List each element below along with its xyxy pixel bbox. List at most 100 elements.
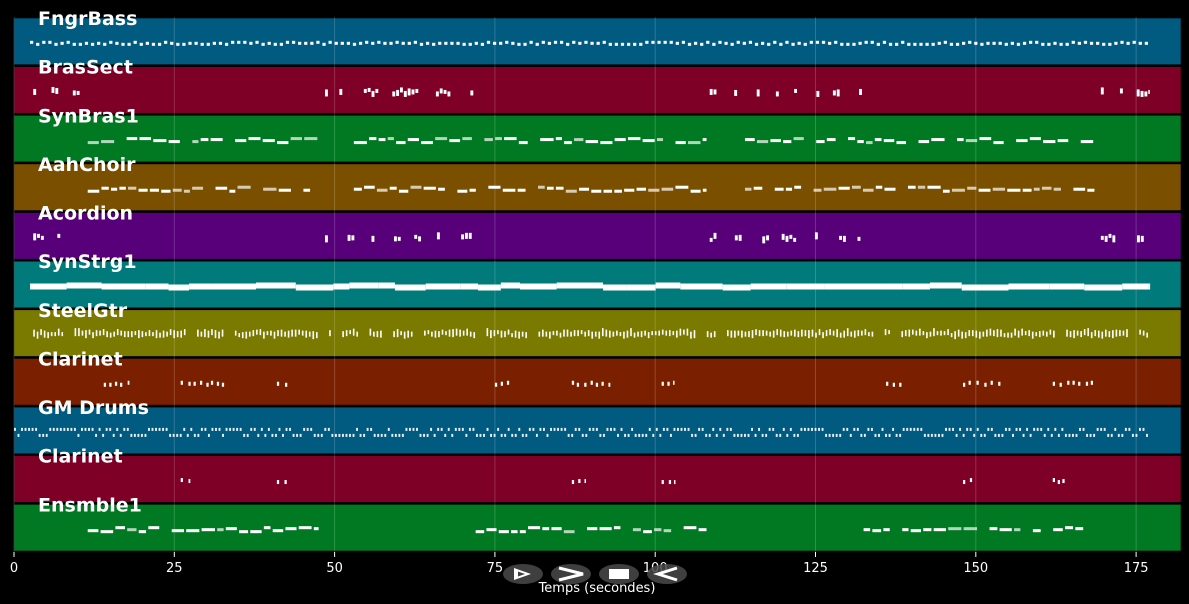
note <box>291 40 296 44</box>
note <box>462 137 472 141</box>
note <box>754 42 759 46</box>
note <box>490 433 493 437</box>
note <box>1119 330 1121 337</box>
note <box>378 282 395 289</box>
note <box>772 427 775 431</box>
note <box>744 433 746 437</box>
note <box>277 330 279 337</box>
note <box>54 332 56 337</box>
note <box>627 433 630 437</box>
note <box>441 329 444 335</box>
note <box>709 237 713 242</box>
note <box>190 427 193 431</box>
note <box>694 433 697 437</box>
stop-button[interactable] <box>599 564 639 584</box>
note <box>464 232 468 239</box>
note <box>237 185 251 189</box>
note <box>556 330 558 336</box>
note <box>706 331 709 338</box>
note <box>1043 140 1056 144</box>
note <box>153 139 167 143</box>
note <box>105 427 108 431</box>
note <box>162 427 165 431</box>
note <box>35 427 38 431</box>
note <box>538 185 545 189</box>
note <box>500 282 520 289</box>
note <box>638 433 641 437</box>
note <box>180 380 183 385</box>
note <box>298 41 302 45</box>
note <box>983 433 986 437</box>
note <box>838 186 850 190</box>
note <box>511 433 514 437</box>
note <box>668 330 671 337</box>
note <box>387 137 394 141</box>
note <box>338 433 341 437</box>
note <box>1073 187 1086 191</box>
note <box>342 331 344 338</box>
note <box>1033 187 1040 191</box>
note <box>180 478 183 483</box>
note <box>1136 89 1140 97</box>
note <box>654 528 662 532</box>
note <box>334 433 337 437</box>
note <box>539 427 542 431</box>
note <box>371 235 375 242</box>
note <box>31 427 34 431</box>
track-label: BrasSect <box>38 57 133 79</box>
note <box>620 427 623 431</box>
note <box>472 427 475 431</box>
note <box>729 427 732 431</box>
note <box>789 427 792 431</box>
note <box>1046 331 1048 337</box>
note <box>290 137 302 141</box>
note <box>790 330 793 336</box>
note <box>331 433 334 437</box>
note <box>320 433 323 437</box>
note <box>709 88 713 95</box>
note <box>955 42 960 46</box>
note <box>452 329 454 338</box>
note <box>168 284 190 291</box>
note <box>33 233 37 241</box>
note <box>123 427 126 431</box>
note <box>918 140 930 144</box>
note <box>225 427 228 431</box>
note <box>863 433 866 437</box>
note <box>1042 330 1045 336</box>
note <box>867 427 870 431</box>
note <box>211 427 214 431</box>
note <box>612 331 615 337</box>
note <box>369 328 372 336</box>
note <box>133 40 137 44</box>
note <box>50 332 53 337</box>
note <box>426 433 429 437</box>
note <box>1038 331 1041 338</box>
note <box>1083 40 1088 44</box>
note <box>951 188 965 192</box>
note <box>908 329 911 337</box>
note <box>702 138 707 142</box>
note <box>654 331 657 336</box>
note <box>967 186 977 190</box>
note <box>133 433 136 437</box>
note <box>1079 427 1081 431</box>
note <box>762 330 764 337</box>
note <box>249 41 253 45</box>
note <box>599 433 602 437</box>
note <box>391 433 394 437</box>
back-button[interactable] <box>647 564 687 584</box>
note <box>617 433 619 437</box>
play-button[interactable] <box>503 564 543 584</box>
note <box>821 40 826 44</box>
note <box>384 433 387 437</box>
forward-button[interactable] <box>551 564 591 584</box>
note <box>193 381 196 386</box>
note <box>36 42 40 46</box>
note <box>789 234 793 239</box>
note <box>370 427 373 431</box>
note <box>952 427 955 431</box>
note <box>733 433 736 437</box>
note <box>114 381 118 386</box>
note <box>176 433 179 437</box>
